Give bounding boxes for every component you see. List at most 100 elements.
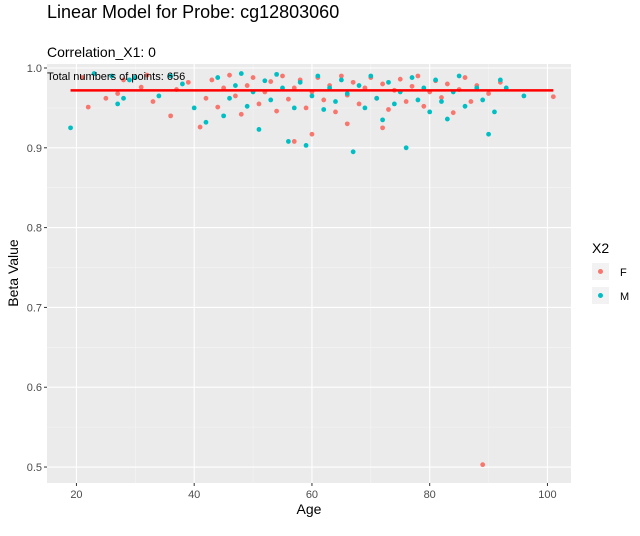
point-m xyxy=(462,103,468,109)
point-m xyxy=(480,97,486,103)
point-f xyxy=(285,96,291,102)
point-f xyxy=(550,94,556,100)
y-tick-label: 0.6 xyxy=(27,382,42,394)
point-m xyxy=(427,109,433,115)
point-f xyxy=(303,105,309,111)
point-f xyxy=(185,79,191,85)
x-tick-label: 60 xyxy=(306,489,318,501)
point-m xyxy=(380,117,385,123)
point-m xyxy=(191,105,197,111)
point-m xyxy=(127,77,132,83)
point-m xyxy=(203,119,209,125)
point-f xyxy=(238,111,244,117)
point-m xyxy=(233,83,238,88)
point-f xyxy=(138,84,144,90)
point-f xyxy=(121,77,126,83)
legend-title: X2 xyxy=(592,240,609,256)
point-m xyxy=(321,107,327,112)
point-m xyxy=(221,113,227,119)
point-m xyxy=(415,97,421,103)
point-m xyxy=(374,95,380,101)
point-f xyxy=(321,97,327,103)
point-m xyxy=(268,97,274,103)
point-f xyxy=(233,93,238,99)
point-f xyxy=(168,113,174,119)
point-m xyxy=(297,79,303,85)
point-f xyxy=(403,99,409,104)
point-f xyxy=(103,95,109,101)
y-tick-label: 0.7 xyxy=(27,302,42,314)
point-f xyxy=(415,73,421,79)
point-m xyxy=(285,139,291,144)
point-m xyxy=(350,149,356,155)
point-f xyxy=(115,91,121,96)
y-axis-ticks: 0.5 0.6 0.7 0.8 0.9 1.0 xyxy=(27,63,47,474)
point-m xyxy=(132,75,138,80)
point-m xyxy=(521,93,527,99)
point-f xyxy=(150,99,156,104)
point-m xyxy=(486,131,491,137)
point-f xyxy=(333,109,338,115)
legend-marker-f xyxy=(598,269,603,274)
legend-marker-m xyxy=(598,293,603,298)
point-f xyxy=(397,76,403,82)
point-f xyxy=(256,101,262,107)
point-m xyxy=(409,75,415,80)
y-axis-label: Beta Value xyxy=(5,239,21,307)
point-m xyxy=(168,73,174,79)
point-m xyxy=(444,116,450,122)
point-f xyxy=(85,104,91,110)
point-f xyxy=(338,73,344,79)
point-f xyxy=(244,83,250,88)
point-m xyxy=(433,77,438,83)
point-m xyxy=(333,99,338,104)
point-m xyxy=(386,79,391,85)
point-m xyxy=(238,71,244,76)
point-f xyxy=(309,131,315,137)
point-m xyxy=(68,125,73,131)
point-m xyxy=(439,99,444,104)
point-f xyxy=(356,101,362,107)
point-m xyxy=(274,71,280,77)
chart-title: Linear Model for Probe: cg12803060 xyxy=(47,2,339,22)
point-f xyxy=(197,124,203,130)
point-f xyxy=(280,73,285,79)
x-tick-label: 100 xyxy=(538,489,556,501)
y-tick-label: 0.9 xyxy=(27,143,42,155)
legend-label-f: F xyxy=(620,267,627,279)
point-f xyxy=(409,83,415,89)
point-m xyxy=(262,78,268,84)
legend-label-m: M xyxy=(620,291,629,303)
point-f xyxy=(421,103,427,109)
point-f xyxy=(250,75,256,80)
points-count-annotation: Total numbers of points: 656 xyxy=(47,71,185,83)
point-f xyxy=(274,108,280,114)
x-axis-label: Age xyxy=(297,501,322,517)
point-m xyxy=(91,71,97,76)
point-m xyxy=(315,73,321,79)
legend: X2 F M xyxy=(592,240,629,304)
point-f xyxy=(144,72,150,78)
point-m xyxy=(227,95,232,101)
point-m xyxy=(256,127,262,132)
point-f xyxy=(486,91,491,96)
point-m xyxy=(156,93,162,99)
point-f xyxy=(380,81,385,87)
y-tick-label: 0.8 xyxy=(27,223,42,235)
point-m xyxy=(391,101,397,107)
point-m xyxy=(362,105,368,111)
point-f xyxy=(344,121,350,127)
point-m xyxy=(303,143,309,148)
point-m xyxy=(121,95,126,101)
point-m xyxy=(215,75,221,80)
point-f xyxy=(468,99,474,104)
point-f xyxy=(462,75,468,80)
x-tick-label: 40 xyxy=(188,489,200,501)
point-f xyxy=(227,72,232,78)
point-m xyxy=(344,91,350,96)
point-m xyxy=(180,81,185,87)
x-tick-label: 20 xyxy=(70,489,82,501)
point-f xyxy=(203,95,209,101)
point-f xyxy=(291,139,297,144)
